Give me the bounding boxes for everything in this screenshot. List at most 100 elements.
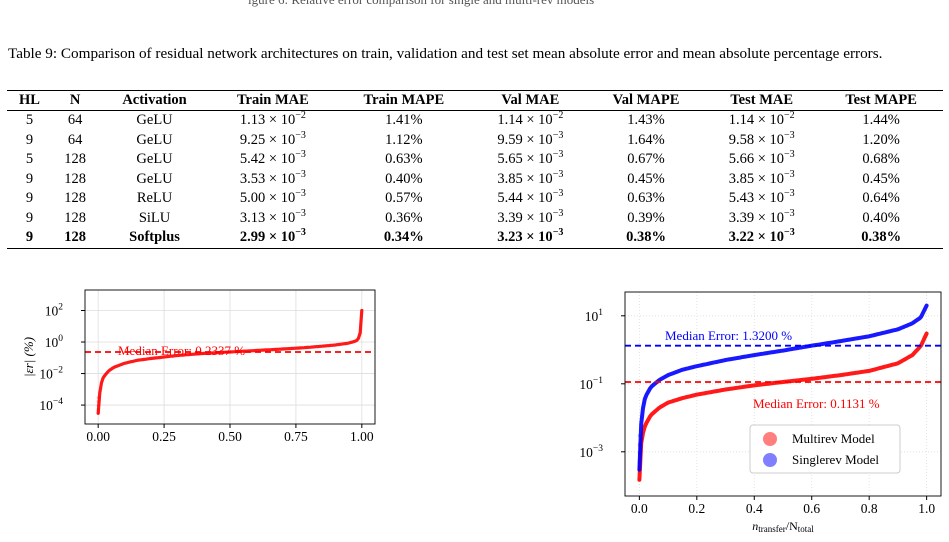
header-train-mape: Train MAPE	[334, 90, 473, 111]
scatter-point	[96, 411, 100, 415]
table-row: 9 128 ReLU 5.00 × 10−3 0.57% 5.44 × 10−3…	[7, 189, 943, 209]
cell-test-mae: 3.39 × 10−3	[728, 207, 795, 226]
y-tick-label: 10−2	[39, 366, 63, 382]
cell-test-mape: 0.40%	[862, 209, 900, 226]
scatter-point	[637, 467, 641, 472]
x-tick-label: 0.50	[218, 429, 242, 442]
cell-hl: 9	[25, 170, 34, 187]
cell-test-mape: 1.20%	[862, 131, 900, 148]
y-axis-label: |εr| (%)	[21, 337, 36, 377]
x-tick-label: 1.0	[918, 501, 935, 516]
cell-n: 128	[64, 190, 86, 207]
cell-hl: 9	[7, 228, 52, 249]
cell-val-mape: 1.43%	[627, 112, 665, 129]
cell-val-mae: 5.65 × 10−3	[497, 149, 564, 168]
median-annotation: Median Error: 0.1131 %	[753, 396, 880, 411]
x-tick-label: 0.2	[688, 501, 705, 516]
cell-train-mae: 9.25 × 10−3	[239, 129, 306, 148]
cell-activation: Softplus	[98, 228, 211, 249]
cell-val-mape: 1.64%	[627, 131, 665, 148]
cell-val-mae: 1.14 × 10−2	[497, 110, 564, 129]
cell-activation: GeLU	[136, 112, 173, 129]
cell-val-mae: 3.85 × 10−3	[497, 168, 564, 187]
table-row: 5 64 GeLU 1.13 × 10−2 1.41% 1.14 × 10−2 …	[7, 111, 943, 131]
cell-n: 128	[64, 209, 86, 226]
scatter-point	[637, 478, 641, 482]
header-activation: Activation	[98, 90, 211, 111]
cell-train-mape: 1.41%	[385, 112, 423, 129]
y-tick-label: 101	[585, 308, 604, 324]
header-n: N	[52, 90, 99, 111]
cell-test-mape: 0.68%	[862, 151, 900, 168]
cell-train-mae: 3.13 × 10−3	[239, 207, 306, 226]
scatter-point	[96, 399, 100, 404]
cell-val-mae: 3.23 × 10−3	[472, 228, 588, 249]
cell-val-mape: 0.45%	[627, 170, 665, 187]
median-annotation: Median Error: 0.2337 %	[118, 343, 245, 358]
legend-box	[749, 424, 901, 474]
scatter-point	[637, 450, 641, 455]
cell-hl: 9	[25, 190, 34, 207]
table-caption: Table 9: Comparison of residual network …	[8, 45, 883, 62]
y-tick-label: 10−4	[39, 397, 63, 413]
cell-train-mape: 0.40%	[385, 170, 423, 187]
legend-label: Multirev Model	[792, 431, 875, 446]
series-curve	[637, 303, 929, 472]
y-tick-exponent: 0	[58, 334, 63, 344]
cell-test-mape: 1.44%	[862, 112, 900, 129]
cell-val-mape: 0.67%	[627, 151, 665, 168]
y-tick-label: 10−3	[579, 444, 603, 460]
scatter-point	[637, 433, 641, 438]
cell-hl: 5	[25, 151, 34, 168]
x-axis-label: ntransfer/Ntotal	[752, 519, 814, 534]
cell-test-mape: 0.45%	[862, 170, 900, 187]
y-tick-exponent: −2	[53, 366, 63, 376]
series-curve	[637, 331, 929, 482]
cell-train-mae: 1.13 × 10−2	[239, 110, 306, 129]
cell-n: 128	[52, 228, 99, 249]
header-hl: HL	[7, 90, 52, 111]
cell-train-mape: 0.63%	[385, 151, 423, 168]
cell-test-mae: 5.66 × 10−3	[728, 149, 795, 168]
x-tick-label: 0.6	[803, 501, 820, 516]
header-val-mape: Val MAPE	[587, 90, 705, 111]
cell-val-mape: 0.63%	[627, 190, 665, 207]
x-tick-label: 0.0	[631, 501, 648, 516]
cell-test-mae: 3.85 × 10−3	[728, 168, 795, 187]
cell-val-mape: 0.38%	[587, 228, 705, 249]
y-tick-label: 102	[45, 302, 64, 318]
cell-train-mae: 5.00 × 10−3	[239, 188, 306, 207]
table-header-row: HL N Activation Train MAE Train MAPE Val…	[7, 90, 943, 111]
x-tick-label: 0.00	[86, 429, 110, 442]
table-row: 9 128 GeLU 3.53 × 10−3 0.40% 3.85 × 10−3…	[7, 168, 943, 190]
cell-test-mae: 3.22 × 10−3	[704, 228, 820, 249]
median-annotation: Median Error: 1.3200 %	[665, 328, 792, 343]
y-tick-exponent: −1	[593, 376, 603, 386]
legend-marker	[763, 432, 777, 446]
cell-train-mae: 5.42 × 10−3	[239, 149, 306, 168]
figure-caption-fragment: igure 6: Relative error comparison for s…	[248, 0, 594, 8]
table-row: 9 128 SiLU 3.13 × 10−3 0.36% 3.39 × 10−3…	[7, 207, 943, 229]
table-row: 9 64 GeLU 9.25 × 10−3 1.12% 9.59 × 10−3 …	[7, 129, 943, 151]
legend-marker	[763, 453, 777, 467]
cell-train-mape: 0.34%	[334, 228, 473, 249]
x-tick-label: 0.75	[284, 429, 308, 442]
cell-hl: 9	[25, 209, 34, 226]
header-train-mae: Train MAE	[210, 90, 335, 111]
cell-train-mae: 3.53 × 10−3	[239, 168, 306, 187]
scatter-point	[96, 407, 100, 411]
cell-test-mae: 1.14 × 10−2	[728, 110, 795, 129]
y-tick-exponent: −3	[593, 444, 603, 454]
cell-n: 64	[67, 131, 83, 148]
table-row-best: 9 128 Softplus 2.99 × 10−3 0.34% 3.23 × …	[7, 228, 943, 249]
x-axis-label-slash: /N	[786, 519, 798, 533]
cell-train-mae: 2.99 × 10−3	[210, 228, 335, 249]
cell-train-mape: 1.12%	[385, 131, 423, 148]
cell-val-mape: 0.39%	[627, 209, 665, 226]
x-tick-label: 0.25	[152, 429, 176, 442]
y-tick-exponent: 2	[58, 302, 63, 312]
cell-test-mae: 5.43 × 10−3	[728, 188, 795, 207]
cell-activation: ReLU	[136, 190, 173, 207]
cell-activation: GeLU	[136, 131, 173, 148]
cell-test-mae: 9.58 × 10−3	[728, 129, 795, 148]
